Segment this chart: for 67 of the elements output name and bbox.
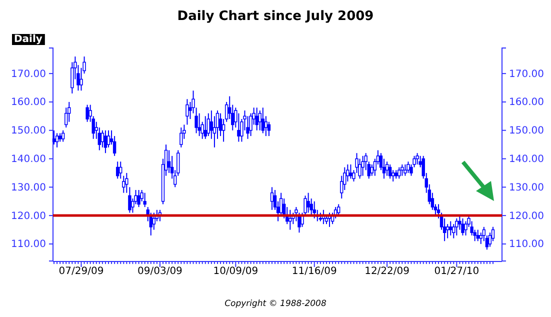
y2-tick-label: 160.00 bbox=[509, 97, 544, 108]
x-tick-label: 10/09/09 bbox=[213, 266, 258, 278]
y2-tick-label: 120.00 bbox=[509, 210, 544, 222]
candlestick bbox=[122, 175, 126, 194]
candlestick bbox=[125, 172, 128, 194]
y2-tick-label: 150.00 bbox=[509, 126, 544, 137]
candlestick bbox=[180, 127, 183, 148]
candlestick bbox=[336, 204, 340, 216]
candlestick bbox=[258, 110, 262, 131]
candlestick bbox=[186, 98, 189, 126]
candlestick bbox=[449, 220, 452, 236]
chart-title: Daily Chart since July 2009 bbox=[177, 9, 374, 24]
y-tick-label: 140.00 bbox=[11, 154, 46, 165]
y-tick-label: 170.00 bbox=[11, 68, 46, 80]
candlestick bbox=[398, 166, 401, 180]
x-tick-label: 07/29/09 bbox=[58, 266, 104, 278]
y-tick-label: 160.00 bbox=[11, 97, 46, 108]
candlestick bbox=[388, 164, 392, 180]
candlestick bbox=[137, 190, 140, 208]
candlestick bbox=[385, 161, 389, 176]
y-tick-label: 120.00 bbox=[11, 210, 46, 222]
candlestick bbox=[312, 200, 316, 219]
candlestick bbox=[128, 186, 132, 214]
candlestick bbox=[288, 209, 292, 230]
y2-tick-label: 130.00 bbox=[509, 182, 544, 194]
candlestick bbox=[406, 161, 410, 174]
y2-tick-label: 110.00 bbox=[509, 239, 544, 250]
candlestick bbox=[261, 107, 265, 134]
candlestick bbox=[86, 104, 89, 122]
candlestick bbox=[255, 107, 258, 131]
candlestick bbox=[204, 116, 207, 140]
candlestick bbox=[455, 218, 458, 236]
candlestick bbox=[404, 164, 407, 176]
candlestick bbox=[476, 229, 480, 242]
x-tick-label: 12/22/09 bbox=[364, 266, 410, 278]
candlestick bbox=[104, 130, 108, 154]
candlestick bbox=[152, 212, 156, 230]
candlestick bbox=[264, 116, 268, 137]
candlestick bbox=[361, 155, 364, 176]
text: Copyright © 1988-2008 bbox=[224, 299, 327, 309]
candlestick bbox=[116, 161, 120, 180]
text: Daily bbox=[14, 34, 43, 45]
candlestick bbox=[416, 152, 419, 165]
candlestick bbox=[349, 164, 352, 180]
y-tick-label: 150.00 bbox=[11, 126, 46, 137]
candlestick bbox=[306, 192, 310, 214]
candlestick bbox=[391, 170, 395, 182]
candlestick bbox=[106, 130, 110, 148]
x-tick-label: 09/03/09 bbox=[138, 266, 182, 278]
candlestick bbox=[52, 130, 56, 146]
y-tick-label: 110.00 bbox=[11, 239, 46, 250]
y-tick-label: 130.00 bbox=[11, 182, 46, 194]
y2-tick-label: 170.00 bbox=[509, 68, 544, 80]
x-tick-label: 01/27/10 bbox=[434, 266, 480, 278]
candlestick bbox=[464, 220, 468, 236]
candlestick bbox=[446, 224, 450, 239]
candlestick bbox=[461, 218, 464, 236]
x-tick-label: 11/16/09 bbox=[292, 266, 337, 278]
candlestick bbox=[61, 130, 65, 142]
candlestick bbox=[400, 164, 404, 176]
candlestick bbox=[143, 192, 146, 208]
y2-tick-label: 140.00 bbox=[509, 154, 544, 165]
candlestick bbox=[119, 161, 122, 180]
candlestick bbox=[270, 186, 274, 210]
candlestick bbox=[237, 112, 240, 142]
candlestick bbox=[55, 132, 59, 148]
candlestick bbox=[206, 112, 210, 137]
